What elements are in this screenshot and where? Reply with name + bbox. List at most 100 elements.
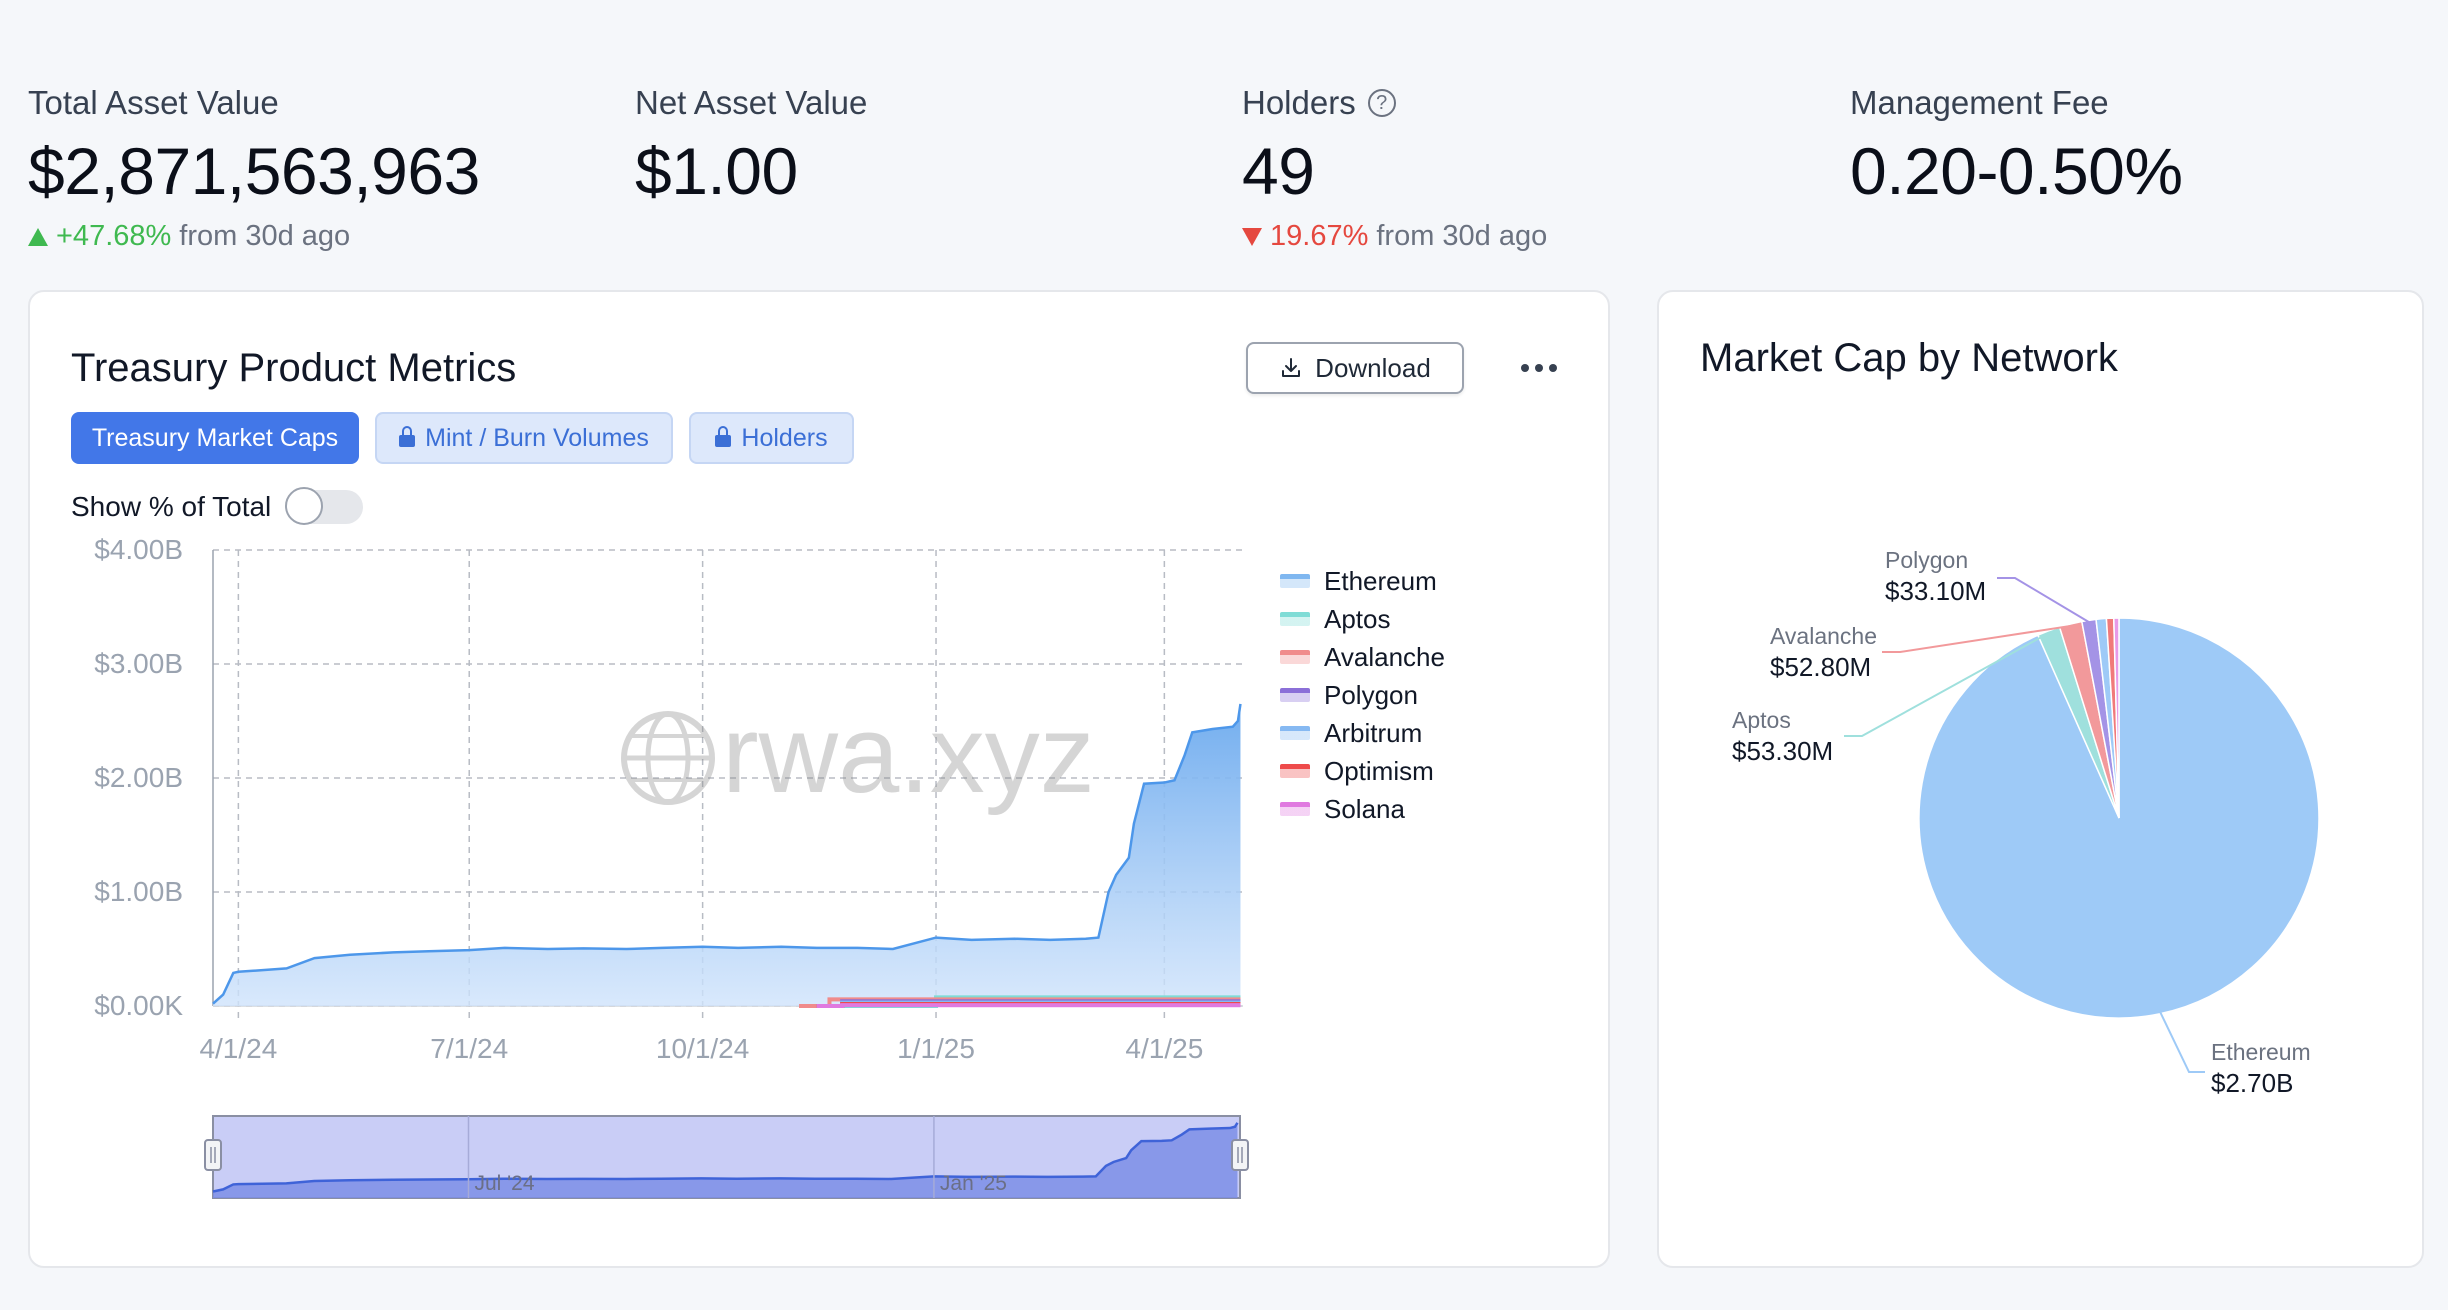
legend-swatch: [1280, 688, 1310, 702]
legend-label: Solana: [1324, 793, 1405, 824]
navigator-handle-left[interactable]: [204, 1139, 222, 1171]
x-tick-label: 4/1/24: [199, 1033, 277, 1064]
chart-legend: Ethereum Aptos Avalanche Polygon Arbitrum Opt…: [1280, 562, 1445, 828]
card-title: Treasury Product Metrics: [71, 346, 517, 390]
change-percent: +47.68%: [56, 220, 172, 252]
legend-label: Ethereum: [1324, 565, 1437, 596]
stat-value: $2,871,563,963: [28, 134, 480, 208]
pie-label-polygon: Polygon $33.10M: [1885, 547, 2090, 624]
pie-label-value: $53.30M: [1732, 736, 1833, 766]
stat-total-asset-value: Total Asset Value $2,871,563,963 +47.68%…: [28, 82, 480, 253]
pie-slice-solana[interactable]: [2113, 617, 2120, 819]
stat-label: Management Fee: [1850, 84, 2109, 121]
stat-management-fee: Management Fee 0.20-0.50%: [1850, 82, 2183, 206]
stat-label: Total Asset Value: [28, 84, 279, 121]
navigator-line: [212, 1122, 1239, 1193]
x-tick-label: 1/1/25: [897, 1033, 975, 1064]
pie-label-aptos: Aptos $53.30M: [1732, 631, 2050, 766]
toggle-label: Show % of Total: [71, 491, 272, 522]
stat-label-row: Holders ?: [1242, 82, 1547, 124]
legend-swatch: [1280, 726, 1310, 740]
y-tick-label: $2.00B: [94, 762, 183, 793]
pie-label-avalanche: Avalanche $52.80M: [1770, 623, 2072, 682]
series-band-solana: [816, 1003, 1241, 1008]
pie-label-ethereum: Ethereum $2.70B: [2159, 1011, 2311, 1098]
x-tick-label: 10/1/24: [656, 1033, 749, 1064]
stat-value: 0.20-0.50%: [1850, 134, 2183, 208]
tab-label: Holders: [741, 423, 828, 452]
navigator-handle-right[interactable]: [1231, 1139, 1249, 1171]
arrow-down-icon: [1242, 227, 1262, 246]
download-icon: [1282, 358, 1301, 377]
stat-label: Net Asset Value: [635, 84, 868, 121]
y-tick-label: $3.00B: [94, 648, 183, 679]
legend-label: Polygon: [1324, 679, 1418, 710]
question-circle-icon[interactable]: ?: [1367, 89, 1396, 117]
tab-holders[interactable]: Holders: [689, 412, 854, 464]
y-tick-label: $1.00B: [94, 876, 183, 907]
tab-label: Treasury Market Caps: [91, 423, 339, 452]
stat-label: Holders: [1242, 84, 1356, 121]
pie-label-value: $2.70B: [2211, 1068, 2293, 1098]
lock-icon: [715, 426, 732, 447]
navigator-label: Jan '25: [940, 1172, 1007, 1195]
legend-item-ethereum[interactable]: Ethereum: [1280, 562, 1445, 600]
tab-treasury-market-caps[interactable]: Treasury Market Caps: [71, 412, 359, 464]
watermark: rwa.xyz: [621, 693, 1095, 816]
x-tick-label: 4/1/25: [1125, 1033, 1203, 1064]
legend-swatch: [1280, 764, 1310, 778]
tab-mint-burn-volumes[interactable]: Mint / Burn Volumes: [375, 412, 673, 464]
pie-label-value: $33.10M: [1885, 576, 1986, 606]
pie-label-name: Aptos: [1732, 707, 1791, 733]
legend-swatch: [1280, 650, 1310, 664]
download-button[interactable]: Download: [1246, 342, 1464, 394]
download-label: Download: [1315, 352, 1431, 383]
legend-swatch: [1280, 574, 1310, 588]
legend-label: Aptos: [1324, 603, 1391, 634]
lock-icon: [399, 426, 416, 447]
show-percent-toggle[interactable]: [285, 487, 364, 525]
stat-change: 19.67% from 30d ago: [1242, 220, 1547, 253]
ellipsis-icon[interactable]: [1514, 350, 1564, 386]
range-navigator[interactable]: Jul '24 Jan '25: [204, 1115, 1249, 1199]
stat-value: 49: [1242, 134, 1315, 208]
arrow-up-icon: [28, 227, 48, 246]
y-tick-label: $0.00K: [94, 990, 183, 1021]
show-percent-toggle-row: Show % of Total: [71, 487, 364, 525]
pie-label-name: Avalanche: [1770, 623, 1877, 649]
stat-net-asset-value: Net Asset Value $1.00: [635, 82, 867, 206]
change-percent: 19.67%: [1270, 220, 1369, 252]
stat-value: $1.00: [635, 134, 798, 208]
treasury-metrics-card: Treasury Product Metrics Download Treasu…: [28, 290, 1610, 1268]
treasury-market-cap-chart[interactable]: $0.00K $1.00B $2.00B $3.00B $4.00B 4/1/24 7/1/…: [30, 292, 1610, 1268]
legend-label: Optimism: [1324, 755, 1434, 786]
legend-item-polygon[interactable]: Polygon: [1280, 676, 1445, 714]
legend-item-solana[interactable]: Solana: [1280, 790, 1445, 828]
change-suffix: from 30d ago: [1376, 220, 1548, 252]
tab-label: Mint / Burn Volumes: [425, 423, 649, 452]
series-area-ethereum[interactable]: [213, 703, 1241, 1006]
stat-holders: Holders ? 49 19.67% from 30d ago: [1242, 82, 1547, 253]
pie-label-value: $52.80M: [1770, 652, 1871, 682]
legend-item-arbitrum[interactable]: Arbitrum: [1280, 714, 1445, 752]
legend-item-aptos[interactable]: Aptos: [1280, 600, 1445, 638]
toggle-knob: [285, 487, 324, 525]
stat-change: +47.68% from 30d ago: [28, 220, 480, 253]
legend-item-avalanche[interactable]: Avalanche: [1280, 638, 1445, 676]
legend-swatch: [1280, 802, 1310, 816]
change-suffix: from 30d ago: [179, 220, 351, 252]
pie-label-name: Polygon: [1885, 547, 1968, 573]
series-line-ethereum[interactable]: [212, 703, 1242, 1005]
market-cap-by-network-card: Market Cap by Network Ethereum $2.70B Apto…: [1657, 290, 2424, 1268]
svg-text:rwa.xyz: rwa.xyz: [722, 693, 1095, 816]
legend-label: Arbitrum: [1324, 717, 1423, 748]
market-cap-pie-chart[interactable]: Ethereum $2.70B Aptos $53.30M Avalanche $52.8…: [1659, 292, 2424, 1268]
y-tick-label: $4.00B: [94, 534, 183, 565]
x-tick-label: 7/1/24: [430, 1033, 508, 1064]
pie-label-name: Ethereum: [2211, 1039, 2311, 1065]
legend-label: Avalanche: [1324, 641, 1445, 672]
card-title: Market Cap by Network: [1700, 336, 2118, 380]
navigator-label: Jul '24: [474, 1172, 534, 1195]
legend-item-optimism[interactable]: Optimism: [1280, 752, 1445, 790]
legend-swatch: [1280, 612, 1310, 626]
